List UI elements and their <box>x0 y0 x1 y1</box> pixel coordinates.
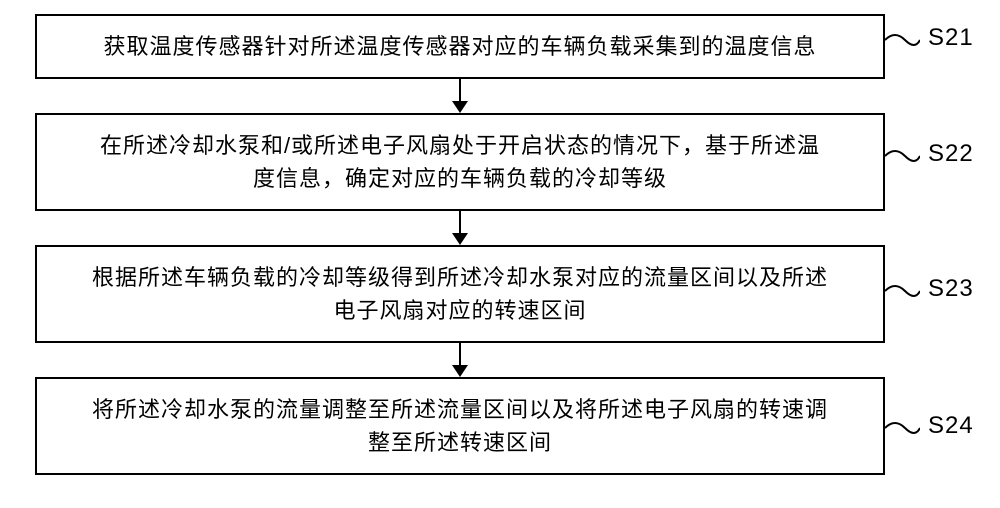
step-text: 在所述冷却水泵和/或所述电子风扇处于开启状态的情况下，基于所述温 度信息，确定对… <box>100 129 820 195</box>
connector-curve-s21 <box>885 30 920 50</box>
arrow-2-3 <box>452 211 468 245</box>
step-label-s23: S23 <box>928 275 974 303</box>
arrow-line <box>459 211 461 233</box>
step-text-line1: 在所述冷却水泵和/或所述电子风扇处于开启状态的情况下，基于所述温 <box>100 133 820 158</box>
step-box-s21: 获取温度传感器针对所述温度传感器对应的车辆负载采集到的温度信息 <box>35 14 885 79</box>
arrow-line <box>459 343 461 365</box>
step-text-line1: 将所述冷却水泵的流量调整至所述流量区间以及将所述电子风扇的转速调 <box>92 397 828 422</box>
step-text-line2: 度信息，确定对应的车辆负载的冷却等级 <box>253 166 667 191</box>
step-label-s24: S24 <box>928 412 974 440</box>
step-text: 将所述冷却水泵的流量调整至所述流量区间以及将所述电子风扇的转速调 整至所述转速区… <box>92 393 828 459</box>
arrow-head-icon <box>452 101 468 113</box>
step-text: 获取温度传感器针对所述温度传感器对应的车辆负载采集到的温度信息 <box>103 30 816 63</box>
step-label-s22: S22 <box>928 140 974 168</box>
connector-curve-s24 <box>885 418 920 438</box>
step-text-line2: 电子风扇对应的转速区间 <box>333 298 586 323</box>
step-text-line1: 根据所述车辆负载的冷却等级得到所述冷却水泵对应的流量区间以及所述 <box>92 265 828 290</box>
step-label-s21: S21 <box>928 24 974 52</box>
step-box-s24: 将所述冷却水泵的流量调整至所述流量区间以及将所述电子风扇的转速调 整至所述转速区… <box>35 377 885 475</box>
step-text-line2: 整至所述转速区间 <box>368 430 552 455</box>
connector-curve-s23 <box>885 281 920 301</box>
flowchart-container: 获取温度传感器针对所述温度传感器对应的车辆负载采集到的温度信息 在所述冷却水泵和… <box>35 14 885 475</box>
arrow-head-icon <box>452 233 468 245</box>
step-text: 根据所述车辆负载的冷却等级得到所述冷却水泵对应的流量区间以及所述 电子风扇对应的… <box>92 261 828 327</box>
arrow-3-4 <box>452 343 468 377</box>
arrow-1-2 <box>452 79 468 113</box>
arrow-line <box>459 79 461 101</box>
step-box-s22: 在所述冷却水泵和/或所述电子风扇处于开启状态的情况下，基于所述温 度信息，确定对… <box>35 113 885 211</box>
connector-curve-s22 <box>885 146 920 166</box>
step-box-s23: 根据所述车辆负载的冷却等级得到所述冷却水泵对应的流量区间以及所述 电子风扇对应的… <box>35 245 885 343</box>
arrow-head-icon <box>452 365 468 377</box>
